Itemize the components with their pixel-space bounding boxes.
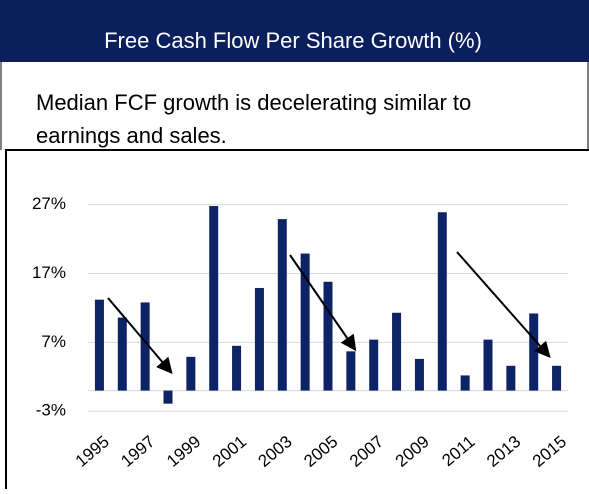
- arrow: [289, 254, 357, 352]
- x-tick-label: 2003: [255, 432, 296, 471]
- x-tick-label: 2013: [483, 432, 524, 471]
- y-tick-label: -3%: [36, 401, 66, 420]
- subtitle-line: earnings and sales.: [36, 123, 227, 148]
- x-tick-label: 2005: [300, 432, 341, 471]
- bar: [460, 375, 470, 391]
- y-tick-label: 17%: [32, 263, 66, 282]
- bar: [300, 253, 310, 391]
- bar: [117, 317, 127, 391]
- bar: [346, 351, 356, 391]
- x-tick-label: 1997: [117, 432, 158, 471]
- bar: [140, 302, 150, 391]
- header-title: Free Cash Flow Per Share Growth (%): [104, 28, 482, 53]
- subtitle-line: Median FCF growth is decelerating simila…: [36, 90, 471, 115]
- bar: [94, 299, 104, 391]
- x-tick-label: 2015: [529, 432, 570, 471]
- plot: -3%7%17%27%1995 1997 1999 2001 2003 2005 2007 2…: [32, 194, 570, 471]
- bar: [392, 312, 402, 391]
- header-bar: [0, 0, 589, 62]
- x-tick-label: 1995: [72, 432, 113, 471]
- bar: [506, 365, 516, 391]
- bar: [483, 339, 493, 391]
- bar: [369, 339, 379, 391]
- bar: [277, 219, 287, 391]
- bar: [232, 345, 242, 391]
- x-tick-label: 2001: [209, 432, 250, 471]
- bar: [186, 356, 196, 391]
- arrow: [107, 297, 173, 375]
- x-tick-label: 2011: [438, 432, 478, 470]
- bar: [552, 365, 562, 391]
- bar: [254, 287, 264, 391]
- bar: [209, 206, 219, 391]
- x-tick-label: 1999: [163, 432, 204, 471]
- y-tick-label: 27%: [32, 194, 66, 213]
- y-tick-label: 7%: [41, 332, 66, 351]
- x-tick-label: 2007: [346, 432, 387, 471]
- bar: [323, 281, 333, 391]
- bar: [414, 358, 424, 391]
- bar: [437, 212, 447, 391]
- x-tick-label: 2009: [392, 432, 433, 471]
- bar: [529, 313, 539, 391]
- bar: [163, 390, 173, 404]
- arrow: [456, 251, 551, 358]
